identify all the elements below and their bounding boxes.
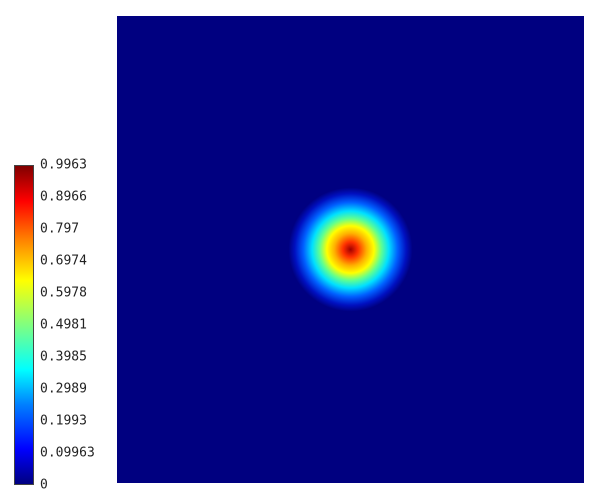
heatmap-plot: [117, 16, 584, 483]
heatmap-peak: [288, 187, 413, 312]
colorbar-tick-label: 0.3985: [40, 349, 87, 365]
colorbar-tick-label: 0.4981: [40, 317, 87, 333]
colorbar-tick-label: 0.09963: [40, 445, 95, 461]
colorbar-tick-label: 0.1993: [40, 413, 87, 429]
colorbar-tick-label: 0.8966: [40, 189, 87, 205]
colorbar-tick-label: 0.9963: [40, 157, 87, 173]
colorbar-tick-label: 0.5978: [40, 285, 87, 301]
colorbar-tick-label: 0: [40, 477, 48, 493]
colorbar-labels: 0.9963 0.8966 0.797 0.6974 0.5978 0.4981 0.398…: [40, 159, 160, 492]
colorbar-tick-label: 0.797: [40, 221, 80, 237]
colorbar: [14, 165, 34, 485]
colorbar-tick-label: 0.2989: [40, 381, 87, 397]
colorbar-tick-label: 0.6974: [40, 253, 87, 269]
